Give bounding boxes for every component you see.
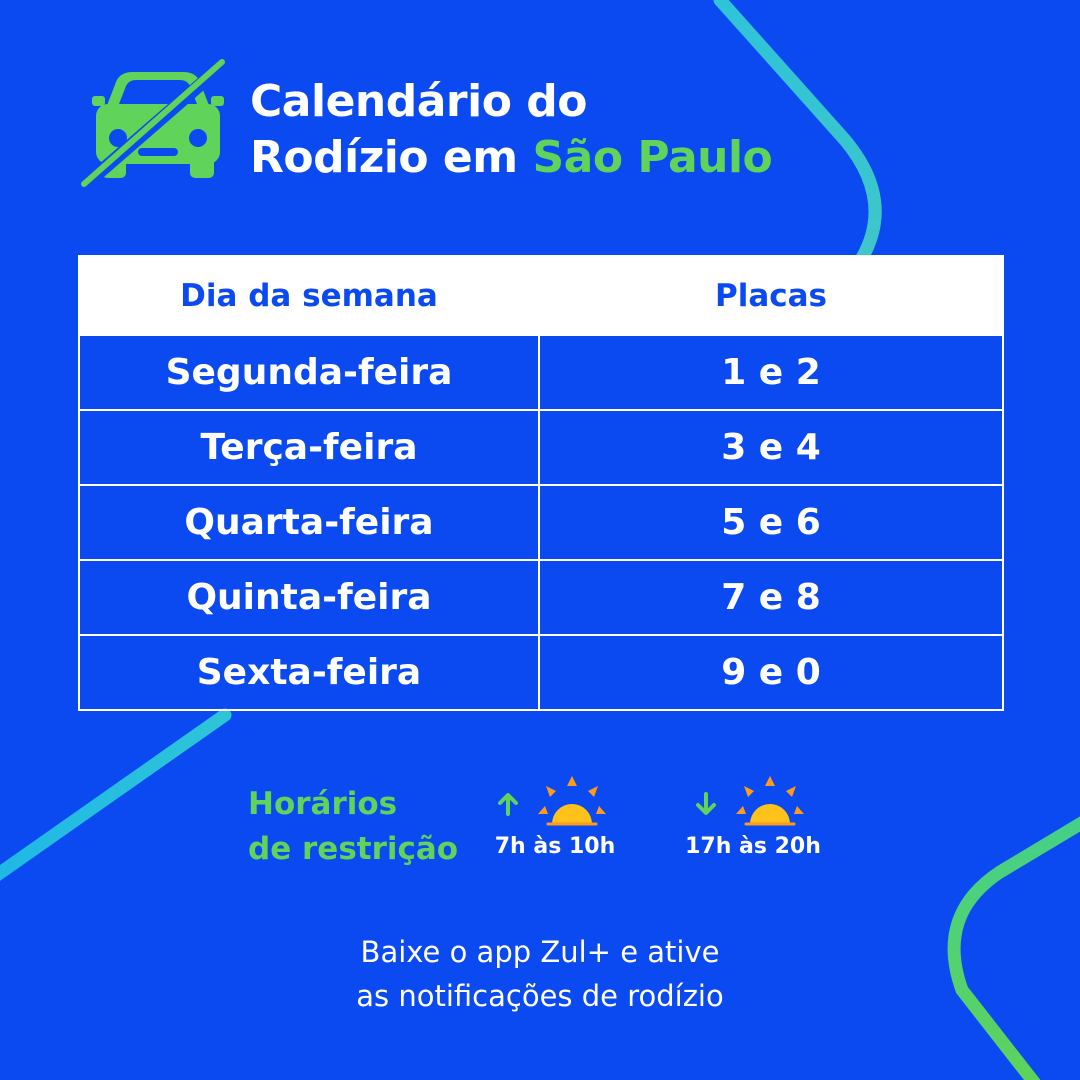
sun-icon: [538, 776, 606, 826]
arrow-down-icon: [696, 792, 716, 815]
day-cell: Quinta-feira: [78, 559, 540, 636]
evening-time: 17h às 20h: [685, 834, 821, 859]
sun-icon: [736, 776, 804, 826]
table-row: Quinta-feira 7 e 8: [78, 559, 1004, 636]
hours-title-line-1: Horários: [248, 786, 398, 822]
day-cell: Sexta-feira: [78, 634, 540, 711]
plates-cell: 9 e 0: [538, 634, 1004, 711]
plates-cell: 3 e 4: [538, 409, 1004, 486]
table-row: Quarta-feira 5 e 6: [78, 484, 1004, 561]
sunrise-icon: [498, 776, 606, 826]
footer-line-1: Baixe o app Zul+ e ative: [360, 935, 720, 969]
plates-cell: 7 e 8: [538, 559, 1004, 636]
day-cell: Terça-feira: [78, 409, 540, 486]
footer-cta: Baixe o app Zul+ e ative as notificações…: [0, 930, 1080, 1018]
table-row: Terça-feira 3 e 4: [78, 409, 1004, 486]
arrow-up-icon: [498, 793, 518, 816]
hours-title-line-2: de restrição: [248, 831, 459, 867]
footer-line-2: as notificações de rodízio: [356, 979, 724, 1013]
rodizio-table: Dia da semana Placas Segunda-feira 1 e 2…: [78, 255, 1004, 711]
title-line-2: Rodízio em São Paulo: [250, 130, 773, 186]
sunset-icon: [696, 776, 804, 826]
table-header-row: Dia da semana Placas: [78, 255, 1004, 336]
day-cell: Segunda-feira: [78, 334, 540, 411]
plates-cell: 1 e 2: [538, 334, 1004, 411]
evening-slot: 17h às 20h: [678, 776, 828, 859]
title-line-1: Calendário do: [250, 76, 587, 127]
title-accent: São Paulo: [532, 132, 773, 183]
curve-left: [0, 708, 232, 881]
curve-top-right: [713, 0, 882, 265]
header-day: Dia da semana: [78, 255, 540, 336]
curve-bottom-right: [947, 816, 1080, 1080]
title-prefix: Rodízio em: [250, 132, 518, 183]
header-plates: Placas: [538, 255, 1004, 336]
morning-slot: 7h às 10h: [480, 776, 630, 859]
page-title: Calendário do Rodízio em São Paulo: [250, 74, 773, 186]
day-cell: Quarta-feira: [78, 484, 540, 561]
table-row: Segunda-feira 1 e 2: [78, 334, 1004, 411]
restriction-hours-title: Horários de restrição: [248, 782, 458, 872]
car-crossed-icon: [79, 57, 231, 191]
table-row: Sexta-feira 9 e 0: [78, 634, 1004, 711]
plates-cell: 5 e 6: [538, 484, 1004, 561]
morning-time: 7h às 10h: [494, 834, 616, 859]
